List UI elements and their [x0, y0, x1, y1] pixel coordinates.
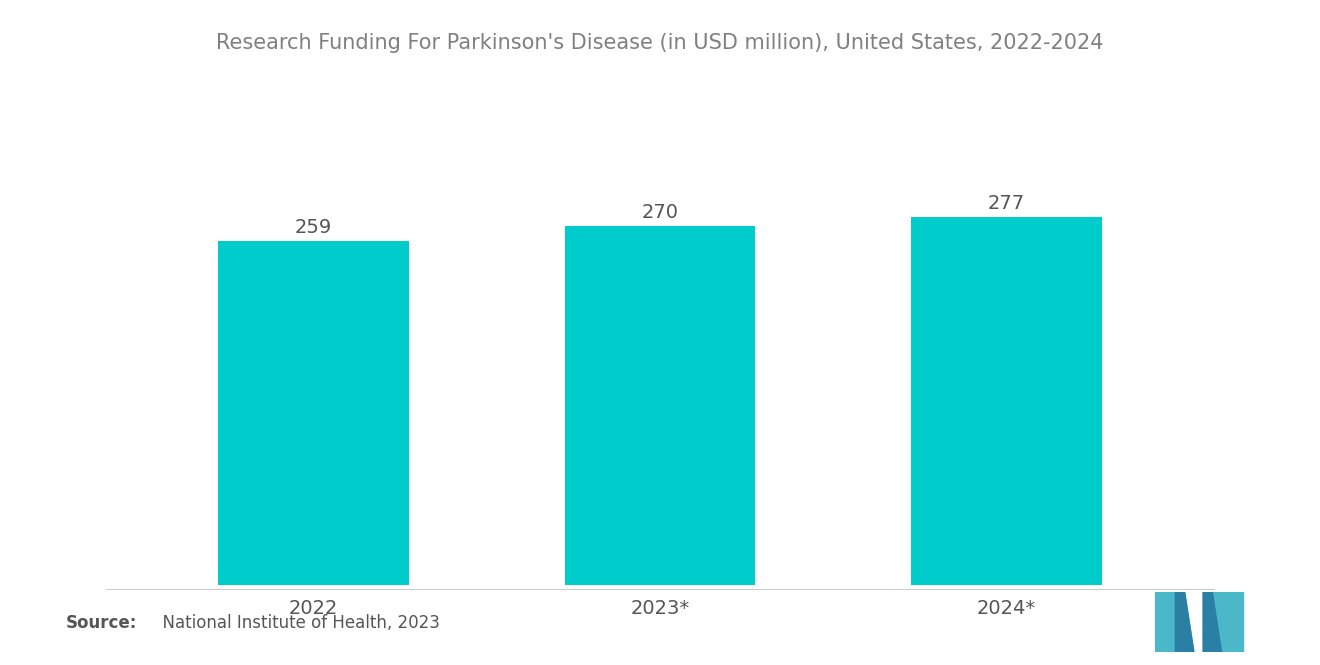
Text: National Institute of Health, 2023: National Institute of Health, 2023 [152, 614, 440, 632]
Polygon shape [1155, 592, 1193, 652]
Text: 277: 277 [987, 194, 1026, 213]
Bar [565, 226, 755, 585]
Text: Research Funding For Parkinson's Disease (in USD million), United States, 2022-2: Research Funding For Parkinson's Disease… [216, 33, 1104, 53]
Text: 270: 270 [642, 203, 678, 222]
Text: 259: 259 [294, 217, 333, 237]
Polygon shape [1175, 592, 1193, 652]
Polygon shape [1203, 592, 1243, 652]
Bar [911, 217, 1102, 585]
Text: Source:: Source: [66, 614, 137, 632]
Bar [218, 241, 409, 585]
Polygon shape [1203, 592, 1221, 652]
